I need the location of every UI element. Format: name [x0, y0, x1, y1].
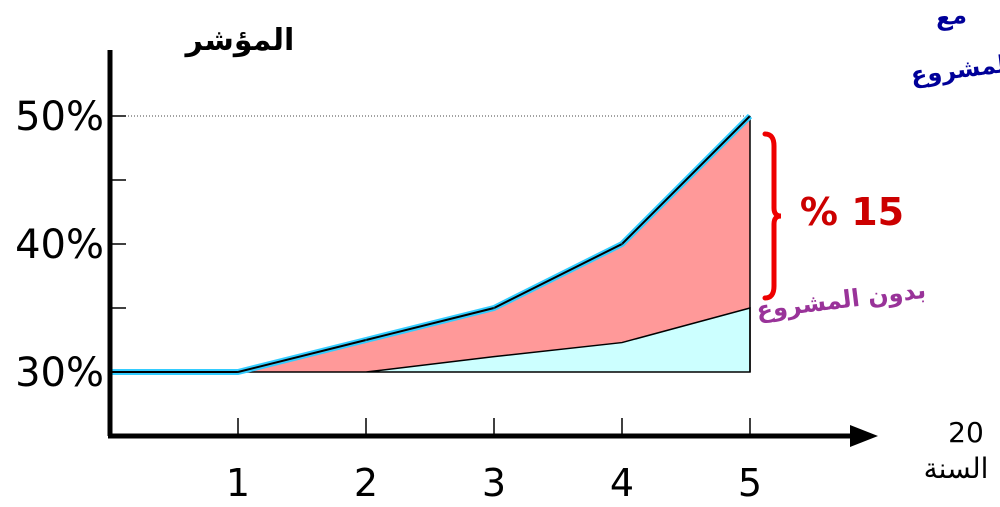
x-tick-label: 1	[226, 461, 250, 505]
data-point	[493, 307, 495, 309]
x-tick-label: 5	[738, 461, 762, 505]
ticks: 30% 40% 50% 1 2 3 4 5	[15, 94, 762, 505]
legend-with-project-line: مع	[934, 0, 968, 32]
data-point	[621, 342, 623, 344]
data-point	[237, 371, 239, 373]
legend-with-project-line: المشروع	[909, 49, 1000, 89]
series-line-with-project-outline	[110, 115, 751, 373]
plot-area	[109, 113, 753, 375]
x-axis-title: السنة	[924, 452, 989, 485]
data-point	[749, 307, 751, 309]
difference-bracket	[762, 131, 782, 301]
axes	[107, 50, 878, 447]
y-tick-label: 30%	[15, 350, 104, 396]
x-tick-label: 3	[482, 461, 506, 505]
y-tick-label: 50%	[15, 94, 104, 140]
data-point	[749, 115, 751, 117]
difference-annotation: 15 %	[800, 190, 904, 234]
x-tick-label: 2	[354, 461, 378, 505]
y-tick-label: 40%	[15, 222, 104, 268]
data-point	[365, 371, 367, 373]
x-axis-arrowhead	[850, 425, 878, 447]
y-axis-title: المؤشر	[184, 23, 295, 58]
legend-with-project: مع المشروع	[903, 0, 1000, 89]
x-axis-end-label: 20	[948, 416, 984, 449]
data-point	[493, 356, 495, 358]
data-point	[365, 339, 367, 341]
x-tick-label: 4	[610, 461, 634, 505]
data-point	[621, 243, 623, 245]
legend-without-project: بدون المشروع	[755, 276, 928, 325]
gain-area	[238, 116, 750, 372]
